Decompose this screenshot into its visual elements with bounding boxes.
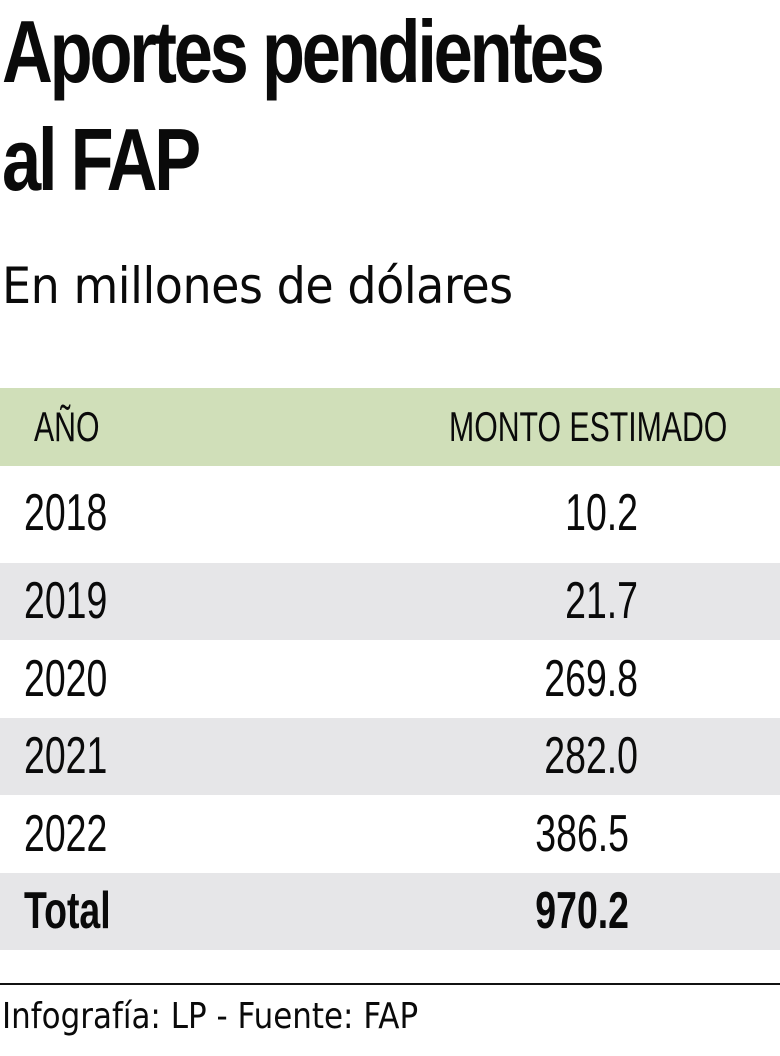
row-year: 2022 xyxy=(24,805,108,863)
row-year: 2019 xyxy=(24,572,108,630)
table-row: 2019 21.7 xyxy=(0,563,780,640)
table-row: 2022 386.5 xyxy=(0,795,780,873)
total-label: Total xyxy=(24,882,111,940)
row-amount: 282.0 xyxy=(544,727,638,785)
table-header: AÑO MONTO ESTIMADO xyxy=(0,388,780,466)
row-amount: 10.2 xyxy=(565,484,638,542)
table-row: 2018 10.2 xyxy=(0,466,780,544)
total-amount: 970.2 xyxy=(535,882,629,940)
row-amount: 386.5 xyxy=(535,805,629,863)
row-year: 2018 xyxy=(24,484,108,542)
title-line-2: al FAP xyxy=(2,110,201,209)
total-row: Total 970.2 xyxy=(0,873,780,950)
row-amount: 21.7 xyxy=(565,572,638,630)
row-amount: 269.8 xyxy=(544,650,638,708)
title-line-1: Aportes pendientes xyxy=(2,2,605,101)
source-credit: Infografía: LP - Fuente: FAP xyxy=(2,996,419,1037)
header-amount: MONTO ESTIMADO xyxy=(449,403,728,450)
chart-subtitle: En millones de dólares xyxy=(2,257,513,315)
table-row: 2021 282.0 xyxy=(0,718,780,795)
chart-title: Aportes pendientes al FAP xyxy=(2,0,626,214)
divider xyxy=(0,983,780,985)
row-year: 2020 xyxy=(24,650,108,708)
header-year: AÑO xyxy=(34,403,100,450)
row-year: 2021 xyxy=(24,727,108,785)
table-row: 2020 269.8 xyxy=(0,640,780,718)
